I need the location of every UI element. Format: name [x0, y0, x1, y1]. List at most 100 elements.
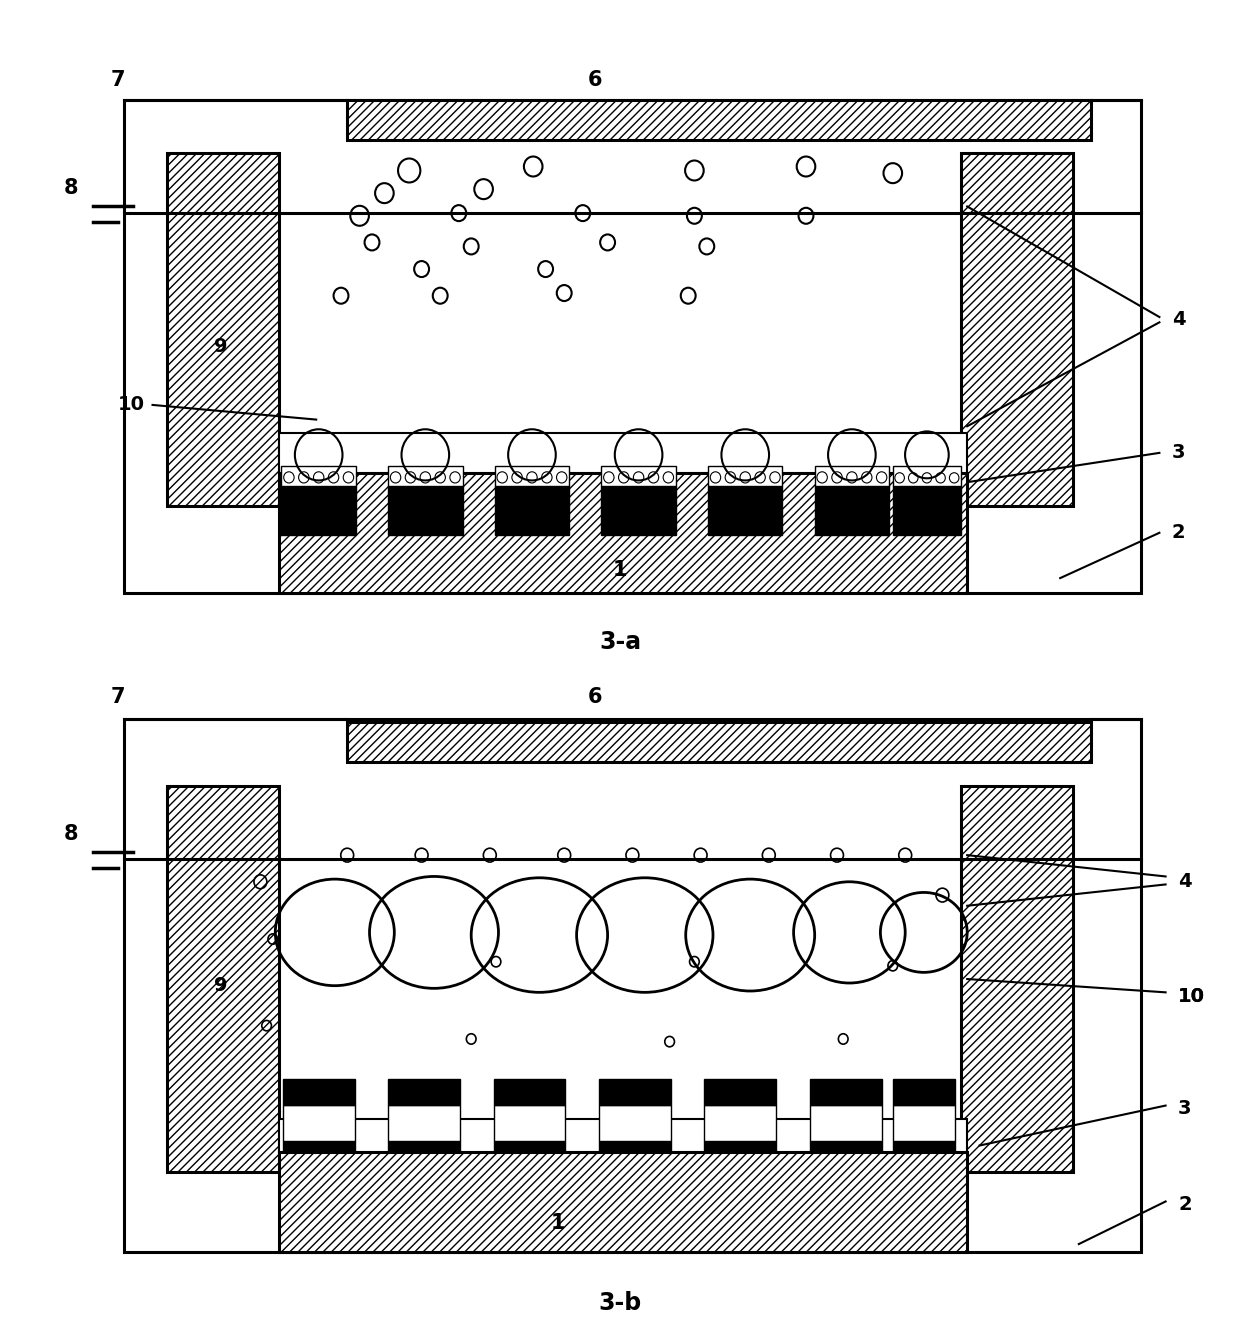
Circle shape — [542, 472, 552, 484]
Circle shape — [284, 472, 294, 484]
Bar — [283, 1104, 355, 1142]
Bar — [167, 153, 279, 506]
Bar — [388, 1079, 460, 1104]
Bar — [708, 466, 782, 486]
Bar — [704, 1079, 776, 1104]
Circle shape — [936, 473, 945, 484]
Circle shape — [314, 472, 324, 484]
Bar — [810, 1104, 882, 1142]
Circle shape — [923, 473, 931, 484]
Circle shape — [832, 472, 842, 484]
Bar — [961, 786, 1073, 1172]
Bar — [279, 1152, 967, 1252]
Bar — [347, 722, 1091, 762]
Text: 2: 2 — [1172, 523, 1185, 542]
Bar — [388, 466, 463, 486]
Text: 2: 2 — [1178, 1195, 1192, 1213]
Circle shape — [420, 472, 430, 484]
Bar — [708, 486, 782, 535]
Bar — [599, 1142, 671, 1152]
Bar — [893, 1079, 955, 1104]
Text: 10: 10 — [118, 396, 145, 414]
Bar — [815, 466, 889, 486]
Circle shape — [862, 472, 872, 484]
Circle shape — [512, 472, 522, 484]
Bar — [599, 1104, 671, 1142]
Circle shape — [847, 472, 857, 484]
Circle shape — [557, 472, 567, 484]
Circle shape — [770, 472, 780, 484]
Text: 9: 9 — [215, 976, 227, 995]
Bar — [893, 1142, 955, 1152]
Circle shape — [663, 472, 673, 484]
Text: 10: 10 — [1178, 987, 1205, 1006]
Circle shape — [450, 472, 460, 484]
Circle shape — [877, 472, 887, 484]
Bar — [347, 100, 1091, 140]
Circle shape — [604, 472, 614, 484]
Text: 7: 7 — [110, 686, 125, 707]
Bar — [961, 153, 1073, 506]
Circle shape — [711, 472, 720, 484]
Bar — [810, 1079, 882, 1104]
Text: 3: 3 — [1178, 1099, 1192, 1118]
Text: 4: 4 — [1178, 872, 1192, 891]
Bar — [279, 1119, 967, 1152]
Circle shape — [909, 473, 918, 484]
Text: 1: 1 — [551, 1212, 565, 1233]
Bar — [388, 1142, 460, 1152]
Bar — [388, 486, 463, 535]
Circle shape — [299, 472, 309, 484]
Bar — [167, 786, 279, 1172]
Bar — [281, 466, 356, 486]
Text: 10: 10 — [1178, 987, 1205, 1006]
Circle shape — [329, 472, 339, 484]
Text: 7: 7 — [110, 69, 125, 91]
Bar — [495, 486, 569, 535]
Bar — [599, 1079, 671, 1104]
Circle shape — [755, 472, 765, 484]
Circle shape — [497, 472, 507, 484]
Text: 4: 4 — [1172, 310, 1185, 329]
Text: 3-b: 3-b — [599, 1291, 641, 1315]
Circle shape — [634, 472, 644, 484]
Bar — [388, 1104, 460, 1142]
Text: 6: 6 — [588, 69, 603, 91]
Text: 1: 1 — [613, 559, 627, 581]
Circle shape — [950, 473, 959, 484]
Circle shape — [343, 472, 353, 484]
Bar — [601, 486, 676, 535]
Circle shape — [391, 472, 401, 484]
Bar — [281, 486, 356, 535]
Circle shape — [649, 472, 658, 484]
Text: 9: 9 — [215, 337, 227, 356]
Bar — [893, 486, 961, 535]
Text: 3: 3 — [1172, 444, 1185, 462]
Bar — [893, 1104, 955, 1142]
Circle shape — [619, 472, 629, 484]
Circle shape — [405, 472, 415, 484]
Bar — [494, 1104, 565, 1142]
Bar — [494, 1079, 565, 1104]
Bar — [124, 719, 1141, 1252]
Bar — [279, 473, 967, 593]
Bar — [601, 466, 676, 486]
Circle shape — [895, 473, 904, 484]
Bar — [283, 1079, 355, 1104]
Text: 8: 8 — [63, 823, 78, 844]
Bar — [815, 486, 889, 535]
Text: 6: 6 — [588, 686, 603, 707]
Bar — [893, 466, 961, 486]
Text: 8: 8 — [63, 177, 78, 198]
Circle shape — [817, 472, 827, 484]
Bar — [495, 466, 569, 486]
Circle shape — [435, 472, 445, 484]
Bar — [279, 433, 967, 473]
Bar — [704, 1104, 776, 1142]
Circle shape — [725, 472, 735, 484]
Circle shape — [527, 472, 537, 484]
Bar — [810, 1142, 882, 1152]
Bar — [704, 1142, 776, 1152]
Bar — [283, 1142, 355, 1152]
Bar — [494, 1142, 565, 1152]
